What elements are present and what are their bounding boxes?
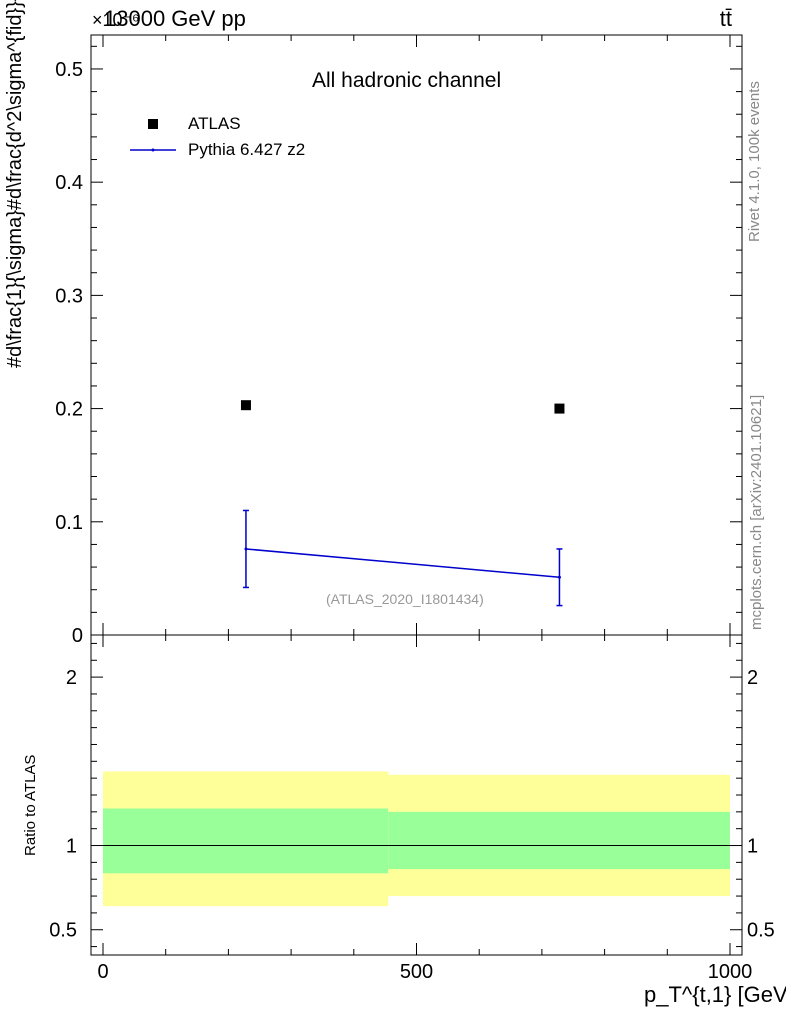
main-ytick-label: 0.3 <box>55 285 83 307</box>
ratio-ytick-label-right: 0.5 <box>747 920 775 942</box>
ratio-y-axis-label: Ratio to ATLAS <box>22 754 39 856</box>
legend-label-pythia: Pythia 6.427 z2 <box>188 140 306 159</box>
main-ytick-label: 0.5 <box>55 59 83 81</box>
ratio-ytick-label-right: 1 <box>747 836 758 858</box>
main-ytick-label: 0.1 <box>55 512 83 534</box>
x-tick-label: 500 <box>400 961 433 983</box>
x-tick-label: 1000 <box>708 961 753 983</box>
atlas-point <box>554 403 565 414</box>
legend-point-pythia <box>151 148 155 152</box>
inner-band-1 <box>388 811 730 870</box>
main-ytick-label: 0.4 <box>55 172 83 194</box>
pythia-point <box>557 575 561 579</box>
mcplots-label: mcplots.cern.ch [arXiv:2401.10621] <box>748 394 765 630</box>
x-axis-label: p_T^{t,1} [GeV] <box>644 982 786 1007</box>
legend-marker-atlas <box>148 119 158 129</box>
ratio-bands <box>103 771 730 907</box>
ratio-ytick-label: 0.5 <box>49 920 77 942</box>
energy-label: 13000 GeV pp <box>104 6 246 31</box>
y-axis-label: #d\frac{1}{\sigma}#d\frac{d^2\sigma^{fid… <box>4 0 27 368</box>
tick-labels: 0 0.1 0.2 0.3 0.4 0.5 0 500 1000 0.5 0.5 1 1 2 2 <box>49 59 775 983</box>
rivet-version-label: Rivet 4.1.0, 100k events <box>746 81 763 242</box>
main-ytick-label: 0.2 <box>55 399 83 421</box>
analysis-reference: (ATLAS_2020_I1801434) <box>326 591 484 607</box>
pythia-point <box>244 547 248 551</box>
x-tick-label: 0 <box>97 961 108 983</box>
chart-title: All hadronic channel <box>312 69 502 92</box>
atlas-series <box>240 400 565 414</box>
ratio-ytick-label: 2 <box>66 667 77 689</box>
ratio-ytick-label: 1 <box>66 836 77 858</box>
atlas-point <box>240 400 251 411</box>
y-scale-exponent: ×10⁻⁶ <box>92 10 140 30</box>
legend <box>130 119 176 152</box>
inner-band-0 <box>103 808 389 874</box>
axis-ticks <box>91 35 742 955</box>
ratio-ytick-label-right: 2 <box>747 667 758 689</box>
process-label: tt̄ <box>719 6 732 31</box>
pythia-line <box>245 548 560 579</box>
legend-label-atlas: ATLAS <box>188 114 241 133</box>
pythia-series <box>242 509 563 607</box>
main-ytick-label: 0 <box>72 625 83 647</box>
